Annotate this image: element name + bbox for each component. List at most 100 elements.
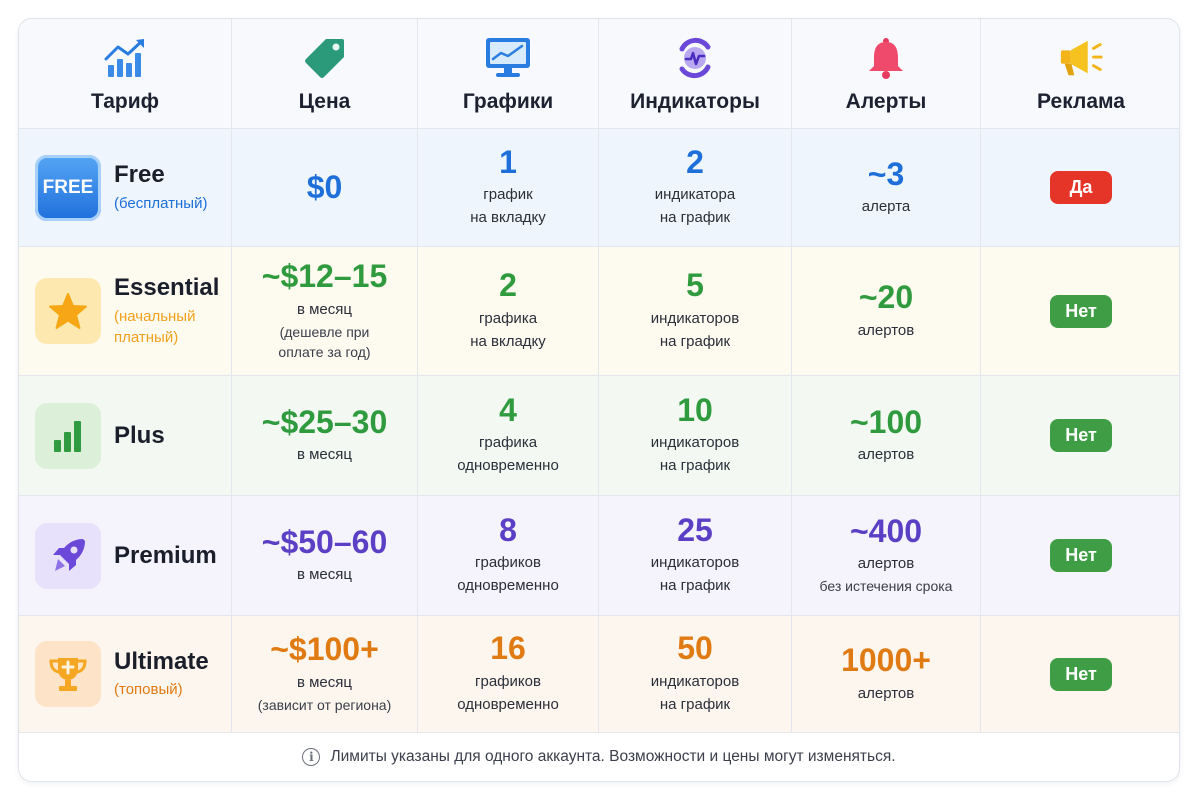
- trend-chart-icon: [101, 34, 149, 82]
- free-icon-text: FREE: [42, 176, 94, 198]
- price-value: ~$25–30: [261, 403, 388, 440]
- alerts-value: ~20: [858, 279, 914, 316]
- bell-icon: [862, 34, 910, 82]
- charts-scope: одновременно: [457, 695, 559, 713]
- alerts-unit: алертов: [857, 321, 915, 339]
- price-period: в месяц: [296, 300, 352, 318]
- indicators-essential: 5 индикаторов на график: [599, 247, 792, 376]
- indicators-unit: индикаторов: [650, 554, 740, 572]
- alerts-value: 1000+: [841, 642, 931, 679]
- indicators-premium: 25 индикаторов на график: [599, 496, 792, 616]
- indicators-unit: индикатора: [654, 186, 736, 204]
- tier-ultimate: Ultimate (топовый): [19, 616, 232, 733]
- alerts-ultimate: 1000+ алертов: [792, 616, 981, 733]
- charts-unit: графиков: [475, 672, 541, 690]
- indicators-unit: индикаторов: [650, 434, 740, 452]
- pricing-grid: Тариф Цена Графики: [19, 19, 1179, 733]
- header-charts: Графики: [418, 19, 599, 129]
- ads-badge-no: Нет: [1050, 419, 1112, 452]
- header-ads: Реклама: [981, 19, 1179, 129]
- tier-plus: Plus: [19, 376, 232, 496]
- alerts-value: ~100: [849, 403, 923, 440]
- indicators-unit: индикаторов: [650, 672, 740, 690]
- bar-chart-icon: [35, 402, 101, 469]
- price-plus: ~$25–30 в месяц: [232, 376, 418, 496]
- indicators-value: 2: [686, 143, 704, 180]
- indicators-value: 5: [686, 267, 704, 304]
- alerts-unit: алертов: [857, 555, 915, 573]
- footnote-text: Лимиты указаны для одного аккаунта. Возм…: [330, 748, 896, 765]
- charts-unit: графика: [478, 309, 538, 327]
- charts-premium: 8 графиков одновременно: [418, 496, 599, 616]
- charts-value: 2: [499, 267, 517, 304]
- header-price: Цена: [232, 19, 418, 129]
- charts-plus: 4 графика одновременно: [418, 376, 599, 496]
- charts-free: 1 график на вкладку: [418, 129, 599, 247]
- alerts-plus: ~100 алертов: [792, 376, 981, 496]
- price-period: в месяц: [296, 673, 352, 691]
- indicators-scope: на график: [659, 332, 731, 350]
- indicators-scope: на график: [659, 209, 731, 227]
- indicator-icon: [671, 34, 719, 82]
- indicators-unit: индикаторов: [650, 309, 740, 327]
- charts-value: 8: [499, 511, 517, 548]
- header-indicators: Индикаторы: [599, 19, 792, 129]
- price-ultimate: ~$100+ в месяц (зависит от региона): [232, 616, 418, 733]
- indicators-value: 50: [677, 630, 713, 667]
- footnote: i Лимиты указаны для одного аккаунта. Во…: [19, 733, 1179, 781]
- star-icon: [35, 278, 101, 344]
- monitor-chart-icon: [484, 34, 532, 82]
- price-free: $0: [232, 129, 418, 247]
- header-alerts: Алерты: [792, 19, 981, 129]
- charts-scope: одновременно: [457, 457, 559, 475]
- charts-unit: графика: [478, 434, 538, 452]
- trophy-icon: [35, 641, 101, 707]
- indicators-value: 10: [677, 391, 713, 428]
- tier-name: Free: [114, 161, 165, 189]
- header-tier: Тариф: [19, 19, 232, 129]
- charts-value: 4: [499, 391, 517, 428]
- alerts-essential: ~20 алертов: [792, 247, 981, 376]
- header-indicators-label: Индикаторы: [630, 89, 760, 113]
- alerts-value: ~400: [849, 512, 923, 549]
- price-value: ~$100+: [270, 631, 379, 668]
- ads-free: Да: [981, 129, 1179, 247]
- charts-value: 1: [499, 143, 517, 180]
- price-value: ~$50–60: [261, 523, 388, 560]
- price-note: (зависит от региона): [257, 696, 392, 713]
- header-ads-label: Реклама: [1037, 89, 1125, 113]
- indicators-scope: на график: [659, 695, 731, 713]
- charts-unit: график: [483, 186, 533, 204]
- tier-essential: Essential (начальный платный): [19, 247, 232, 376]
- alerts-premium: ~400 алертов без истечения срока: [792, 496, 981, 616]
- tier-name: Ultimate: [114, 647, 209, 675]
- charts-unit: графиков: [475, 554, 541, 572]
- header-charts-label: Графики: [462, 89, 554, 113]
- charts-ultimate: 16 графиков одновременно: [418, 616, 599, 733]
- tier-subtitle: (топовый): [114, 681, 183, 699]
- header-price-label: Цена: [298, 89, 351, 113]
- rocket-icon: [35, 522, 101, 589]
- info-icon: i: [302, 748, 321, 766]
- price-value: $0: [306, 168, 343, 205]
- price-period: в месяц: [296, 566, 352, 584]
- ads-badge-no: Нет: [1050, 539, 1112, 572]
- tier-subtitle: (начальный платный): [114, 307, 196, 346]
- price-value: ~$12–15: [261, 257, 388, 294]
- header-tier-label: Тариф: [90, 89, 160, 113]
- charts-scope: на вкладку: [470, 332, 546, 350]
- price-tag-icon: [301, 34, 349, 82]
- pricing-table: Тариф Цена Графики: [18, 18, 1180, 782]
- tier-name: Essential: [114, 274, 220, 302]
- indicators-scope: на график: [659, 457, 731, 475]
- ads-badge-no: Нет: [1050, 657, 1112, 691]
- megaphone-icon: [1057, 34, 1105, 82]
- charts-value: 16: [490, 630, 526, 667]
- price-essential: ~$12–15 в месяц (дешевле при оплате за г…: [232, 247, 418, 376]
- alerts-unit: алертов: [857, 446, 915, 464]
- header-alerts-label: Алерты: [845, 89, 927, 113]
- ads-badge-yes: Да: [1050, 171, 1112, 204]
- charts-essential: 2 графика на вкладку: [418, 247, 599, 376]
- ads-ultimate: Нет: [981, 616, 1179, 733]
- free-icon: FREE: [35, 154, 101, 221]
